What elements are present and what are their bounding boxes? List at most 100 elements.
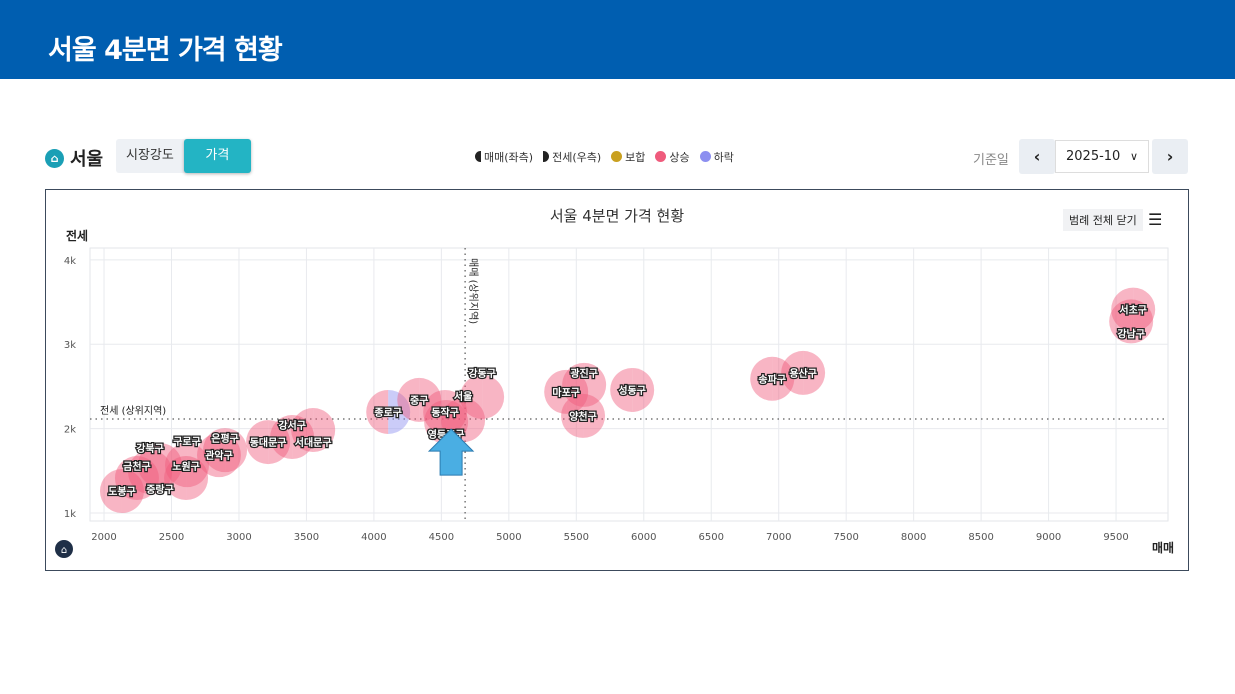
- x-tick-label: 6500: [699, 532, 724, 543]
- legend-up-label: 상승: [669, 151, 690, 164]
- brand-logo-icon: ⌂: [61, 545, 67, 556]
- bubble-jeonse-half: [186, 456, 209, 501]
- region-selector[interactable]: ⌂ 서울: [45, 145, 103, 171]
- bubble-jeonse-half: [292, 415, 315, 460]
- bubble-label: 마포구: [552, 386, 580, 399]
- tab-price[interactable]: 가격: [183, 139, 251, 173]
- bubble-sale-half: [203, 428, 226, 473]
- plot-area: [89, 247, 1169, 522]
- home-icon: ⌂: [45, 148, 64, 168]
- bubble-label: 동대문구: [250, 436, 287, 449]
- x-tick-label: 2500: [159, 532, 184, 543]
- y-tick-label: 4k: [64, 256, 76, 267]
- header: 서울 4분면 가격 현황: [0, 0, 1235, 79]
- status-legend: 매매(좌측) 전세(우측) 보합 상승 하락: [475, 149, 734, 165]
- bubble-label: 노원구: [172, 460, 200, 473]
- bubble-jeonse-half: [566, 369, 589, 414]
- region-name: 서울: [70, 149, 104, 170]
- bubble-jeonse-half: [268, 420, 291, 465]
- prev-date-button[interactable]: ‹: [1019, 139, 1055, 174]
- bubble-jeonse-half: [225, 428, 248, 473]
- bubble-jeonse-half: [187, 443, 210, 488]
- date-label: 기준일: [973, 153, 1009, 168]
- legend-jeonse: 전세(우측): [543, 149, 601, 165]
- x-tick-label: 6000: [631, 532, 656, 543]
- bubble-sale-half: [164, 456, 187, 501]
- x-tick-label: 9000: [1036, 532, 1061, 543]
- bubble-sale-half: [544, 369, 567, 414]
- bubble-sale-half: [114, 456, 137, 501]
- bubble-jeonse-half: [463, 398, 486, 443]
- bubble-jeonse-half: [313, 408, 336, 453]
- legend-down-label: 하락: [713, 151, 734, 164]
- bubble-jeonse-half: [160, 443, 183, 488]
- x-tick-label: 8500: [968, 532, 993, 543]
- bubble-sale-half: [397, 377, 420, 422]
- up-dot-icon: [655, 151, 667, 162]
- date-value: 2025-10: [1066, 149, 1121, 164]
- menu-icon[interactable]: ☰: [1148, 210, 1163, 229]
- bubble-sale-half: [366, 389, 389, 434]
- chart-title: 서울 4분면 가격 현황: [550, 207, 684, 225]
- x-tick-label: 5500: [564, 532, 589, 543]
- x-tick-label: 4000: [361, 532, 386, 543]
- chevron-down-icon: ∨: [1129, 150, 1138, 163]
- bubble-sale-half: [165, 443, 188, 488]
- bubble-jeonse-half: [584, 362, 607, 407]
- bubble-label: 중구: [410, 395, 428, 407]
- bubble-jeonse-half: [803, 350, 826, 395]
- down-dot-icon: [699, 151, 711, 162]
- right-half-circle-icon: [543, 151, 550, 162]
- bubble-label: 동작구: [431, 406, 459, 419]
- bubble-sale-half: [138, 443, 161, 488]
- bubble-label: 강북구: [136, 442, 164, 455]
- tab-market-strength[interactable]: 시장강도: [126, 148, 174, 163]
- date-select[interactable]: 2025-10 ∨: [1055, 140, 1149, 173]
- bubble-sale-half: [99, 469, 122, 514]
- y-tick-label: 1k: [64, 509, 76, 520]
- bubble-sale-half: [562, 362, 585, 407]
- bubble-label: 성동구: [618, 384, 646, 397]
- bubble-jeonse-half: [1131, 299, 1154, 344]
- bubble-label: 서초구: [1119, 304, 1147, 317]
- bubble-sale-half: [423, 389, 446, 434]
- legend-flat: 보합: [611, 149, 645, 165]
- bubble-jeonse-half: [482, 374, 505, 419]
- bubble-jeonse-half: [150, 450, 173, 495]
- bubble-label: 종로구: [374, 407, 402, 419]
- bubble-label: 강서구: [278, 419, 306, 432]
- legend-sale: 매매(좌측): [475, 149, 533, 165]
- legend-toggle-button[interactable]: 범례 전체 닫기: [1063, 209, 1143, 231]
- bubble-label: 강남구: [1117, 327, 1145, 340]
- bubble-sale-half: [781, 350, 804, 395]
- view-tabs: 시장강도 가격: [116, 139, 251, 173]
- bubble-jeonse-half: [388, 389, 411, 434]
- legend-jeonse-label: 전세(우측): [552, 151, 602, 164]
- chart-frame: [45, 189, 1189, 571]
- x-tick-label: 8000: [901, 532, 926, 543]
- bubble-sale-half: [460, 374, 483, 419]
- bubble-sale-half: [246, 420, 269, 465]
- bubble-label: 용산구: [789, 367, 817, 380]
- legend-up: 상승: [655, 149, 690, 165]
- bubble-sale-half: [291, 408, 314, 453]
- bubble-jeonse-half: [583, 393, 606, 438]
- chevron-left-icon: ‹: [1033, 147, 1041, 166]
- y-axis-label: 전세: [66, 228, 88, 243]
- next-date-button[interactable]: ›: [1152, 139, 1188, 174]
- bubble-label: 중랑구: [146, 484, 174, 496]
- bubble-sale-half: [270, 415, 293, 460]
- bubble-sale-half: [750, 356, 773, 401]
- x-tick-label: 9500: [1103, 532, 1128, 543]
- x-ref-label: 매매 (상위지역): [467, 258, 480, 324]
- x-tick-label: 5000: [496, 532, 521, 543]
- bubble-jeonse-half: [1133, 287, 1156, 332]
- bubble-label: 구로구: [173, 436, 201, 448]
- y-tick-label: 3k: [64, 340, 76, 351]
- bubble-label: 서대문구: [295, 436, 332, 449]
- y-tick-label: 2k: [64, 425, 76, 436]
- x-tick-label: 3500: [294, 532, 319, 543]
- bubble-label: 도봉구: [108, 486, 136, 498]
- bubble-sale-half: [441, 398, 464, 443]
- bubble-label: 은평구: [211, 432, 239, 445]
